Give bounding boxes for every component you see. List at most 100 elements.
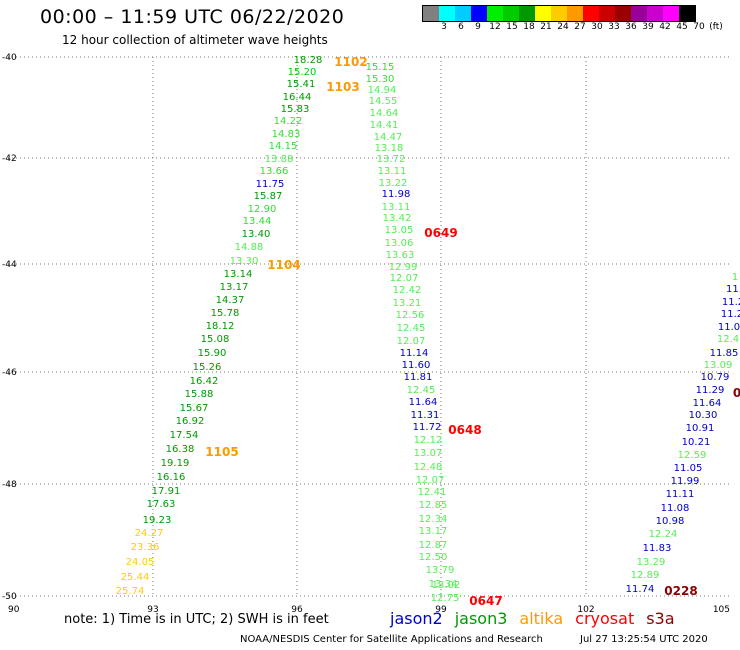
units-note: note: 1) Time is in UTC; 2) SWH is in fe… [64,612,329,627]
wave-height-value: 16.92 [176,416,205,427]
wave-height-value: 11.99 [671,476,700,487]
colorbar-swatch [535,6,551,21]
wave-height-value: 13.29 [637,557,666,568]
legend-item-jason2: jason2 [390,609,443,628]
wave-height-value: 15.41 [287,79,316,90]
wave-height-value: 11. [726,284,740,295]
wave-height-value: 18.12 [206,321,235,332]
wave-height-value: 13.40 [242,229,271,240]
wave-height-value: 11.31 [411,410,440,421]
wave-height-value: 17.63 [147,499,176,510]
wave-height-value: 15.87 [254,191,283,202]
wave-height-value: 15.78 [211,308,240,319]
latitude-label: -40 [2,53,17,63]
colorbar-label: 9 [475,22,481,32]
wave-height-value: 12.48 [414,462,443,473]
wave-height-value: 12.90 [248,204,277,215]
wave-height-value: 12.24 [649,529,678,540]
satellite-track: 15.1515.3014.9414.5514.6414.4114.4713.18… [366,62,461,604]
wave-height-value: 12.41 [418,487,447,498]
wave-height-value: 15.88 [185,389,214,400]
wave-height-value: 12.4 [717,334,739,345]
legend-item-altika: altika [519,609,564,628]
wave-height-value: 16.38 [166,444,195,455]
wave-height-value: 13.06 [385,238,414,249]
wave-height-value: 10.91 [686,423,715,434]
wave-height-value: 13.17 [419,526,448,537]
wave-height-value: 16.16 [157,472,186,483]
colorbar-swatch [679,6,695,21]
wave-height-value: 11.2 [721,309,740,320]
wave-height-value: 18.28 [294,55,323,66]
pass-time-label: 0 [733,386,740,400]
colorbar-swatch [423,6,439,21]
wave-height-value: 12.89 [631,570,660,581]
wave-height-value: 19.23 [143,515,172,526]
colorbar-label: (ft) [709,22,723,32]
colorbar-label: 30 [591,22,603,32]
wave-height-value: 14.22 [274,116,303,127]
wave-height-value: 11.98 [382,189,411,200]
footer-credit: NOAA/NESDIS Center for Satellite Applica… [240,634,543,645]
wave-height-value: 15.15 [366,62,395,73]
wave-height-value: 12.75 [431,593,460,604]
wave-height-value: 11.2 [722,297,740,308]
wave-height-value: 13.79 [426,565,455,576]
wave-height-value: 14.94 [368,85,397,96]
wave-height-value: 12.12 [414,435,443,446]
colorbar-label: 27 [574,22,586,32]
wave-height-value: 23.36 [131,542,160,553]
wave-height-value: 15.26 [193,362,222,373]
wave-height-value: 13.21 [393,298,422,309]
wave-height-value: 14.47 [374,132,403,143]
colorbar-swatch [519,6,535,21]
wave-height-value: 12.87 [419,540,448,551]
colorbar-swatch [567,6,583,21]
wave-height-value: 11.11 [666,489,695,500]
wave-height-value: 13.02 [432,580,461,591]
wave-height-value: 12.56 [396,310,425,321]
wave-height-value: 17.91 [152,486,181,497]
pass-time-label: 1103 [326,80,359,94]
wave-height-value: 14.37 [216,295,245,306]
wave-height-value: 17.54 [170,430,199,441]
wave-height-value: 14.64 [370,108,399,119]
colorbar-swatch [663,6,679,21]
latitude-label: -42 [2,154,17,164]
wave-height-value: 13.30 [230,256,259,267]
colorbar-label: 24 [557,22,569,32]
wave-height-value: 11.64 [409,397,438,408]
wave-height-value: 12.50 [419,552,448,563]
wave-height-value: 14.55 [369,96,398,107]
wave-height-value: 14.15 [269,141,298,152]
wave-height-value: 12.99 [389,262,418,273]
colorbar-label: 12 [489,22,501,32]
legend-item-jason3: jason3 [454,609,508,628]
colorbar-label: 3 [441,22,447,32]
wave-height-value: 13.18 [375,143,404,154]
colorbar-label: 18 [523,22,535,32]
pass-time-label: 0647 [469,594,502,608]
wave-height-value: 10.21 [682,437,711,448]
wave-height-value: 15.30 [366,74,395,85]
wave-height-value: 13.17 [220,282,249,293]
wave-height-value: 13.05 [385,225,414,236]
wave-height-value: 11.72 [413,422,442,433]
wave-height-value: 12.07 [390,273,419,284]
colorbar-label: 42 [659,22,671,32]
wave-height-value: 11.81 [404,372,433,383]
wave-height-value: 11.74 [626,584,655,595]
colorbar-swatch [503,6,519,21]
wave-height-value: 11.64 [693,398,722,409]
wave-height-value: 24.05 [126,557,155,568]
longitude-label: 105 [713,605,730,615]
wave-height-value: 10.30 [689,410,718,421]
wave-height-value: 12.85 [419,500,448,511]
latitude-label: -44 [2,260,17,270]
wave-height-value: 13.44 [243,216,272,227]
colorbar-labels: 3 6 9 12 15 18 21 24 27 30 33 36 39 42 45 70 (ft) [422,22,740,34]
wave-height-value: 15.67 [180,403,209,414]
axis-labels: 90 93 96 99 102 105-40-42-44-46-48-50 [2,53,730,615]
wave-height-colorbar [422,5,696,22]
